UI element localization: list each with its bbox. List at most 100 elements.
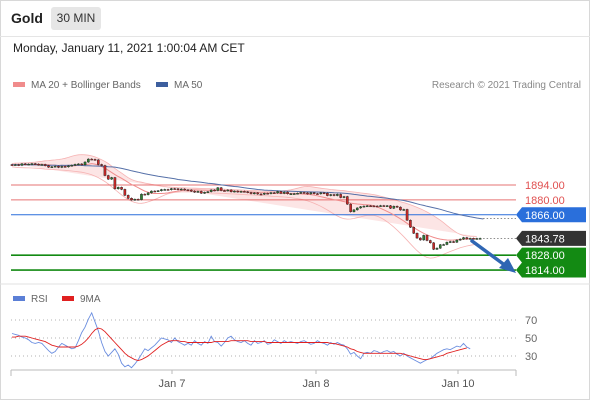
candle-body (309, 192, 313, 195)
header-divider (0, 36, 590, 37)
candle-body (156, 190, 160, 192)
candle-body (17, 164, 20, 166)
candle-body (246, 191, 250, 193)
candle-body (100, 164, 103, 166)
ma20-line (11, 163, 477, 241)
candle-body (93, 159, 97, 161)
candle-body (332, 194, 336, 196)
candle-body (133, 199, 137, 201)
level-tag-1828.00 (516, 247, 586, 263)
candle-body (233, 190, 236, 193)
candle-body (189, 189, 193, 192)
candle-body (362, 205, 366, 208)
candle-body (176, 188, 180, 191)
candle-body (352, 209, 356, 212)
legend-label-ma20: MA 20 + Bollinger Bands (31, 80, 141, 91)
candle-body (452, 241, 455, 243)
candle-body (203, 192, 206, 194)
candle-body (160, 189, 163, 191)
candle-body (276, 191, 279, 194)
candle-body (478, 238, 482, 240)
x-tick-label-1: Jan 8 (303, 378, 330, 390)
candle-body (219, 187, 223, 191)
candle-body (405, 209, 409, 221)
candle-body (180, 188, 183, 191)
candle-body (355, 207, 359, 211)
candle-body (249, 192, 253, 194)
candle-body (243, 191, 246, 193)
candle-body (223, 190, 226, 192)
candle-body (23, 163, 27, 166)
level-tag-text-1828.00: 1828.00 (525, 250, 565, 262)
candle-body (266, 193, 269, 195)
candle-body (83, 161, 87, 166)
candle-body (239, 191, 243, 193)
candle-body (438, 244, 442, 249)
candle-body (97, 159, 100, 165)
candle-body (269, 192, 273, 194)
candle-body (316, 193, 319, 195)
candle-body (113, 177, 117, 190)
copyright-text: Research © 2021 Trading Central (431, 80, 581, 91)
candle-body (170, 188, 173, 190)
candle-body (90, 158, 93, 161)
candle-body (47, 165, 50, 168)
candle-body (60, 166, 64, 168)
candle-body (412, 227, 416, 234)
legend-swatch-9ma (62, 295, 74, 301)
candle-body (319, 192, 323, 195)
candle-body (475, 238, 479, 240)
candle-body (472, 238, 475, 240)
level-label-1880.00: 1880.00 (525, 195, 565, 207)
candle-body (77, 163, 80, 166)
x-tick-label-2: Jan 10 (441, 378, 474, 390)
legend-swatch-ma20 (13, 81, 25, 87)
candle-body (27, 163, 30, 166)
rsi-tick-50: 50 (525, 333, 537, 345)
candle-body (458, 238, 462, 241)
legend-item-ma50: MA 50 (156, 80, 202, 91)
candle-body (322, 192, 326, 195)
candle-body (312, 192, 316, 194)
candle-body (226, 189, 230, 192)
x-tick-label-0: Jan 7 (159, 378, 186, 390)
candle-body (183, 188, 186, 191)
candle-body (326, 193, 329, 196)
timeframe-button[interactable]: 30 MIN (51, 7, 101, 30)
candle-body (279, 191, 283, 194)
candle-body (163, 189, 167, 191)
candle-body (106, 175, 110, 180)
candle-body (445, 242, 449, 245)
candle-body (392, 206, 396, 209)
level-tag-1843.78 (516, 230, 586, 246)
candle-body (173, 188, 176, 190)
candle-body (53, 165, 57, 168)
candle-body (339, 194, 342, 198)
candle-body (67, 165, 70, 168)
candle-body (385, 205, 389, 207)
candle-body (425, 235, 429, 241)
candle-body (375, 205, 379, 208)
candle-body (399, 206, 402, 211)
candle-body (70, 165, 74, 167)
chart-header: Gold 30 MIN (0, 0, 590, 36)
candle-body (382, 205, 386, 207)
candle-body (193, 190, 196, 193)
level-tag-1814.00 (516, 262, 586, 278)
candle-body (14, 164, 17, 166)
candle-body (442, 244, 445, 246)
level-tag-text-1814.00: 1814.00 (525, 265, 565, 277)
rsi-tick-30: 30 (525, 351, 537, 363)
candle-body (30, 163, 34, 165)
legend-item-rsi: RSI (13, 294, 48, 305)
candle-body (415, 233, 419, 239)
candle-body (166, 189, 170, 191)
candle-body (336, 194, 339, 196)
candle-body (263, 193, 266, 195)
candle-body (346, 196, 349, 205)
legend-label-rsi: RSI (31, 294, 48, 305)
candle-body (20, 163, 24, 166)
candle-body (429, 240, 432, 244)
candle-body (402, 209, 406, 211)
